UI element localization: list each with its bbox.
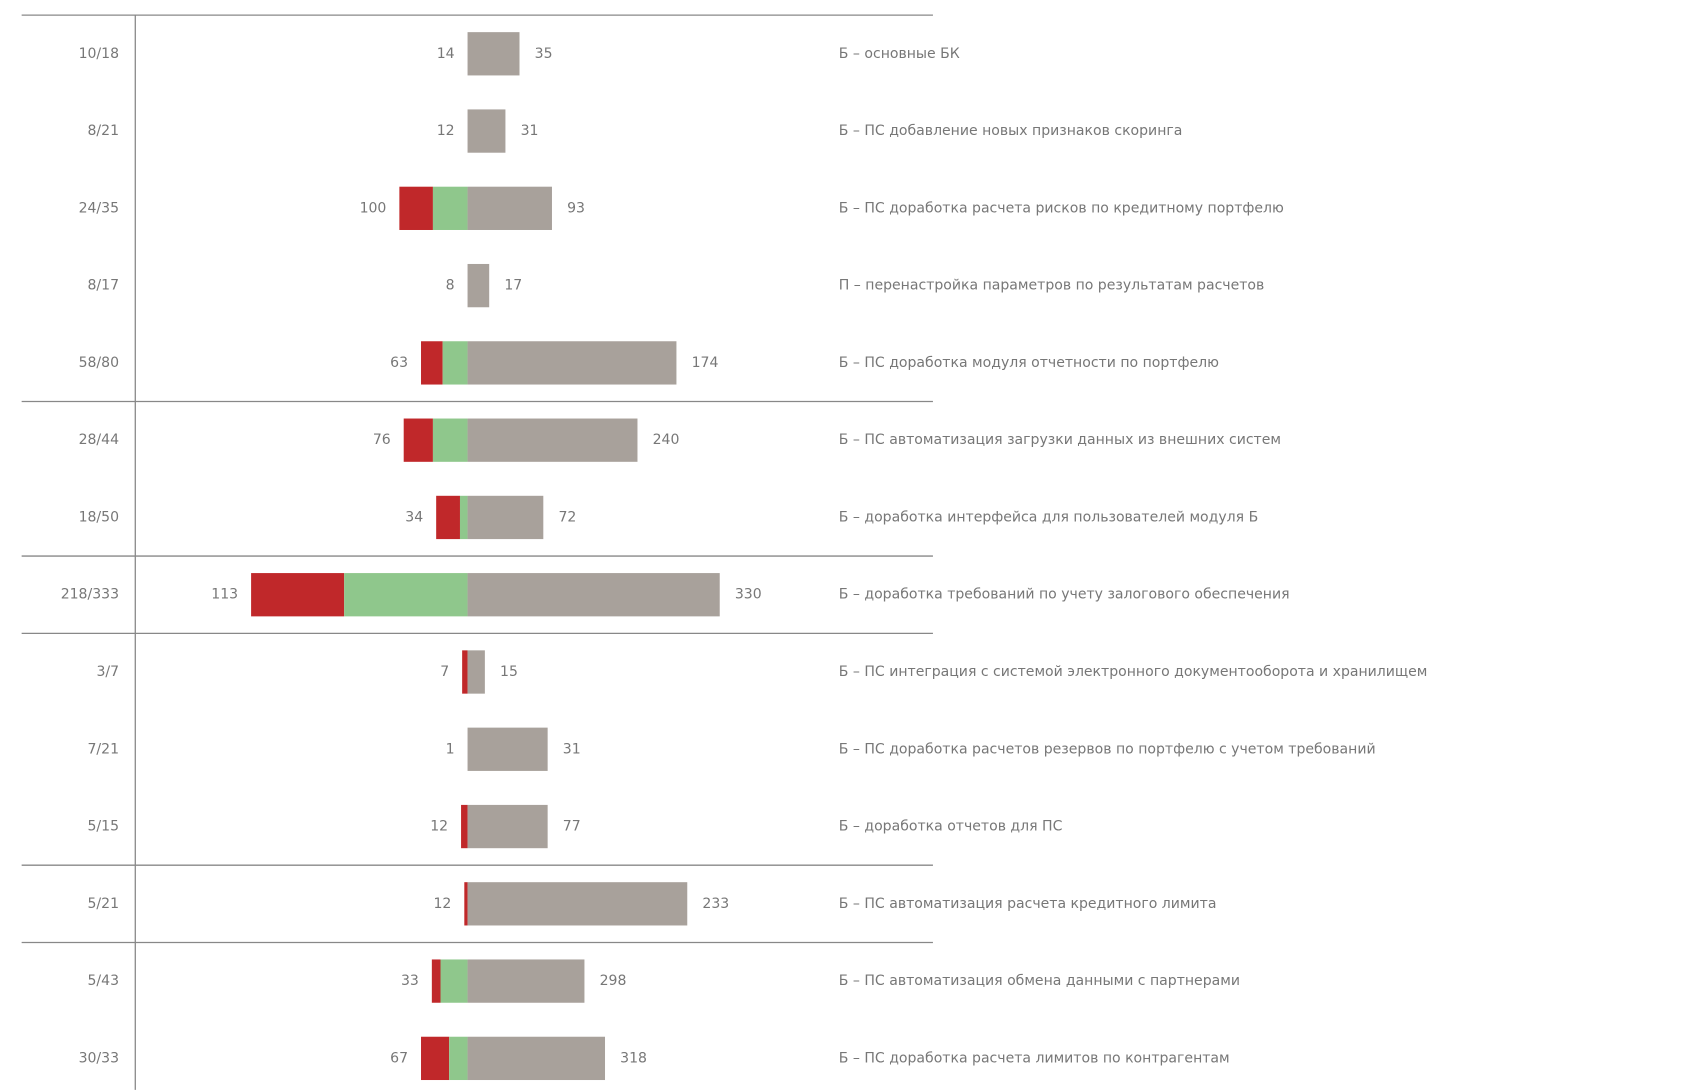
left-label: 14 [437,46,455,62]
bar-gray [467,341,677,385]
bar-gray [467,959,585,1003]
bar-red [421,341,443,385]
bar-green [432,186,468,230]
bar-red [403,418,433,462]
row-ratio: 58/80 [79,355,119,371]
bar-red [399,186,433,230]
bar-red [421,1036,450,1081]
bar-red [436,495,460,540]
right-label: 330 [735,587,762,603]
left-label: 7 [440,664,449,680]
bar-gray [467,186,552,230]
bar-green [459,495,468,540]
row-label: Б – ПС интеграция с системой электронног… [839,664,1428,680]
right-label: 93 [567,200,585,216]
bar-red [464,882,468,926]
row-label: Б – ПС автоматизация обмена данными с па… [839,973,1240,989]
row-ratio: 24/35 [79,200,119,216]
bar-gray [467,109,506,153]
row-ratio: 8/21 [88,123,120,139]
row-ratio: 30/33 [79,1050,119,1066]
right-label: 17 [504,278,522,294]
bar-red [251,573,345,617]
left-label: 33 [401,973,419,989]
left-label: 12 [437,123,455,139]
right-label: 31 [563,741,581,757]
right-label: 31 [521,123,539,139]
left-label: 12 [430,819,448,835]
row-label: Б – доработка требований по учету залого… [839,587,1290,603]
row-ratio: 10/18 [79,46,119,62]
bar-gray [467,1036,606,1081]
bar-gray [467,573,720,617]
bar-red [462,650,468,694]
row-label: Б – доработка отчетов для ПС [839,819,1063,835]
left-label: 76 [373,432,391,448]
row-ratio: 18/50 [79,509,119,525]
bar-gray [467,263,490,308]
row-label: Б – ПС доработка расчетов резервов по по… [839,741,1376,757]
right-label: 318 [620,1050,647,1066]
right-label: 174 [692,355,719,371]
row-ratio: 8/17 [88,278,120,294]
bar-gray [467,882,688,926]
left-label: 113 [211,587,238,603]
row-label: Б – ПС доработка модуля отчетности по по… [839,355,1219,371]
row-label: Б – ПС доработка расчета лимитов по конт… [839,1050,1230,1066]
row-label: Б – доработка интерфейса для пользовател… [839,509,1258,525]
row-label: Б – ПС добавление новых признаков скорин… [839,123,1183,139]
right-label: 15 [500,664,518,680]
row-label: Б – ПС автоматизация расчета кредитного … [839,896,1217,912]
bar-gray [467,495,544,540]
bar-gray [467,804,548,849]
right-label: 233 [702,896,729,912]
bar-red [461,804,468,849]
bar-green [432,418,468,462]
right-label: 77 [563,819,581,835]
bar-gray [467,418,638,462]
right-label: 240 [653,432,680,448]
row-label: Б – ПС автоматизация загрузки данных из … [839,432,1281,448]
bar-green [442,341,468,385]
row-ratio: 3/7 [96,664,119,680]
bar-gray [467,32,520,76]
bar-green [440,959,468,1003]
left-label: 8 [446,278,455,294]
row-ratio: 5/21 [88,896,120,912]
bar-green [344,573,468,617]
left-label: 63 [390,355,408,371]
left-label: 67 [390,1050,408,1066]
row-ratio: 5/15 [88,819,120,835]
row-ratio: 28/44 [79,432,120,448]
left-label: 100 [360,200,387,216]
right-label: 35 [535,46,553,62]
row-ratio: 7/21 [88,741,120,757]
left-label: 34 [405,509,423,525]
right-label: 298 [600,973,627,989]
row-ratio: 218/333 [61,587,119,603]
bar-red [431,959,441,1003]
row-ratio: 5/43 [88,973,120,989]
left-label: 12 [433,896,451,912]
bar-green [449,1036,468,1081]
row-label: Б – ПС доработка расчета рисков по креди… [839,200,1284,216]
left-label: 1 [446,741,455,757]
row-label: П – перенастройка параметров по результа… [839,278,1265,294]
right-label: 72 [558,509,576,525]
bar-gray [467,650,485,694]
chart-body: 10/18 14 35 Б – основные БК 8/21 12 31 Б – ПС д… [21,14,1428,1090]
row-label: Б – основные БК [839,46,960,62]
bar-gray [467,727,548,771]
